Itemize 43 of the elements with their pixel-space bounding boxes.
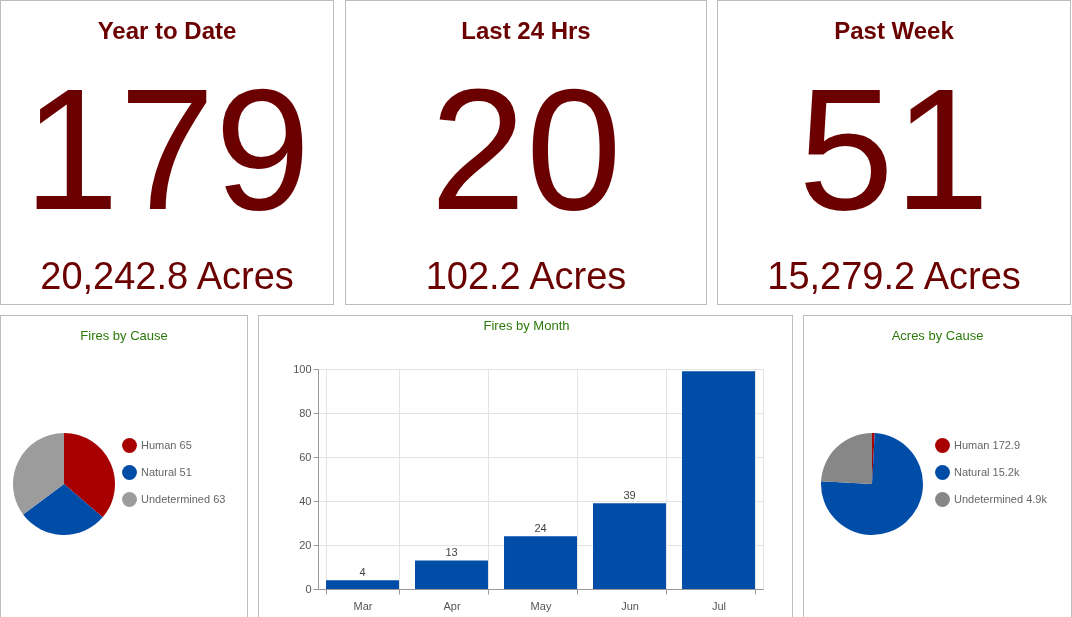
pie-slice — [821, 433, 923, 535]
text: 15,279.2 Acres — [767, 255, 1021, 297]
y-tick-label: 0 — [305, 582, 312, 595]
legend-label: Natural 51 — [141, 465, 192, 478]
pie-slice — [821, 433, 872, 484]
pie-slice — [13, 433, 64, 515]
x-tick-label: Apr — [443, 599, 461, 612]
data-label: 13 — [445, 546, 458, 559]
legend-label: Human 172.9 — [954, 438, 1021, 451]
y-tick-label: 80 — [299, 406, 312, 419]
y-tick-label: 20 — [299, 538, 312, 551]
pie-slice — [64, 433, 115, 518]
bar — [415, 560, 488, 589]
chart-title: Acres by Cause — [891, 328, 984, 343]
data-label: 4 — [359, 566, 366, 579]
text: Year to Date — [97, 17, 237, 44]
text: Past Week — [834, 17, 955, 44]
pie-slice — [23, 484, 103, 535]
bar — [682, 371, 755, 589]
y-tick-label: 60 — [299, 450, 312, 463]
y-tick-label: 40 — [299, 494, 312, 507]
text: 102.2 Acres — [425, 255, 627, 297]
data-label: 39 — [623, 489, 636, 502]
legend-label: Human 65 — [141, 438, 192, 451]
legend-label: Undetermined 4.9k — [954, 492, 1048, 505]
chart-title: Fires by Month — [483, 318, 570, 333]
x-tick-label: Jul — [711, 599, 727, 612]
x-tick-label: Jun — [621, 599, 639, 612]
chart-title: Fires by Cause — [80, 328, 168, 343]
x-tick-label: Mar — [353, 599, 373, 612]
bar — [326, 580, 399, 589]
bar — [593, 503, 666, 589]
data-label: 24 — [534, 522, 547, 535]
x-tick-label: May — [530, 599, 552, 612]
legend-label: Undetermined 63 — [141, 492, 226, 505]
text: Last 24 Hrs — [461, 17, 591, 44]
text: 179 — [23, 53, 311, 245]
text: 51 — [798, 53, 990, 245]
text: 20,242.8 Acres — [40, 255, 294, 297]
bar — [504, 536, 577, 589]
legend-label: Natural 15.2k — [954, 465, 1020, 478]
y-tick-label: 100 — [293, 362, 312, 375]
text: 20 — [430, 53, 622, 245]
